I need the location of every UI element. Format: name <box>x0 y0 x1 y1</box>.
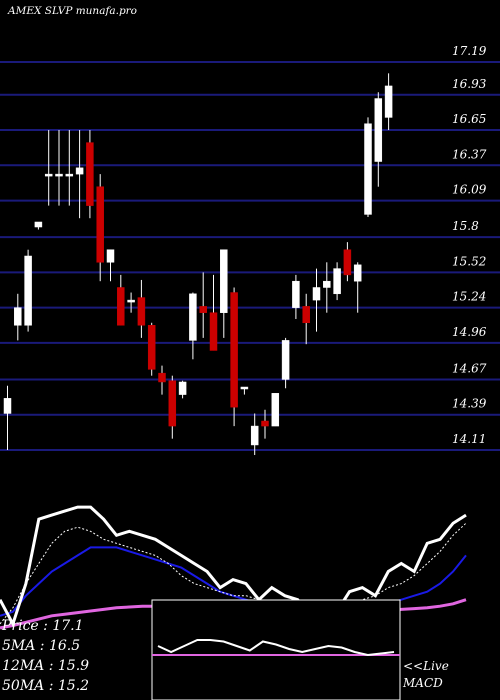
macd-frame <box>151 599 401 700</box>
candle-body-6 <box>65 173 74 177</box>
candle-body-16 <box>168 380 177 427</box>
legend-price: Price : 17.1 <box>1 618 84 634</box>
candle-body-24 <box>250 425 259 446</box>
price-tick-7: 15.24 <box>452 290 486 304</box>
candlesticks <box>3 73 393 456</box>
candle-body-3 <box>34 221 43 228</box>
macd-line <box>157 639 395 657</box>
candle-body-17 <box>178 381 187 395</box>
price-tick-6: 15.52 <box>452 254 486 268</box>
candle-body-15 <box>158 372 166 383</box>
candle-body-2 <box>24 255 32 326</box>
price-gridlines <box>0 61 500 451</box>
candle-body-4 <box>44 173 53 177</box>
candle-body-18 <box>189 293 197 341</box>
candle-body-5 <box>55 173 63 177</box>
macd-label-live: <<Live <box>403 659 449 673</box>
price-tick-2: 16.65 <box>452 112 486 126</box>
macd-panel <box>151 599 401 700</box>
candle-body-12 <box>127 299 135 303</box>
candle-body-33 <box>343 249 352 276</box>
candle-body-29 <box>302 306 310 324</box>
candle-body-26 <box>271 393 280 427</box>
candle-body-25 <box>261 420 269 427</box>
price-tick-3: 16.37 <box>452 147 487 161</box>
price-tick-8: 14.96 <box>452 325 487 339</box>
candle-body-7 <box>75 167 84 175</box>
candle-body-36 <box>374 98 383 162</box>
candle-body-37 <box>384 85 393 118</box>
candle-body-23 <box>240 386 249 390</box>
legend-ma12: 12MA : 15.9 <box>2 658 89 674</box>
legend-ma5: 5MA : 16.5 <box>2 638 80 654</box>
candle-body-1 <box>14 307 22 326</box>
candle-body-32 <box>333 268 341 295</box>
price-tick-4: 16.09 <box>452 183 487 197</box>
candle-body-22 <box>230 292 238 408</box>
macd-label-title: MACD <box>402 676 443 690</box>
price-tick-1: 16.93 <box>452 77 487 91</box>
candle-body-31 <box>323 280 331 288</box>
chart-title: AMEX SLVP munafa.pro <box>7 5 137 17</box>
candle-body-30 <box>312 287 321 301</box>
candle-body-35 <box>364 123 372 215</box>
candle-body-10 <box>106 249 115 263</box>
price-tick-10: 14.39 <box>452 397 487 411</box>
candle-body-21 <box>220 249 228 313</box>
legend-ma50: 50MA : 15.2 <box>2 678 89 694</box>
candle-body-19 <box>199 306 207 313</box>
price-tick-9: 14.67 <box>452 361 487 375</box>
price-tick-0: 17.19 <box>452 44 487 58</box>
candle-body-9 <box>96 186 104 263</box>
candle-body-27 <box>281 340 290 380</box>
candle-body-14 <box>147 325 156 370</box>
candle-body-8 <box>86 142 94 206</box>
candle-body-13 <box>137 297 146 326</box>
price-tick-5: 15.8 <box>452 219 479 233</box>
candle-body-0 <box>3 398 12 414</box>
candle-body-34 <box>353 264 362 282</box>
price-line <box>0 505 467 628</box>
candle-body-11 <box>117 287 125 326</box>
candle-body-28 <box>292 280 300 308</box>
price-tick-labels: 17.19 16.93 16.65 16.37 16.09 15.8 15.52 15.24 1… <box>452 44 487 446</box>
candle-body-20 <box>209 312 218 351</box>
price-tick-11: 14.11 <box>452 432 486 446</box>
